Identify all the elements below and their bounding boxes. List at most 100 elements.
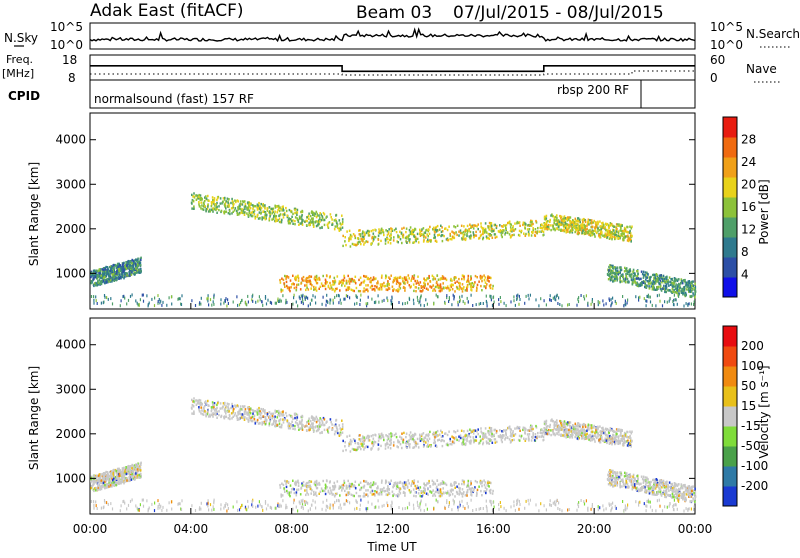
- scatter-cell: [617, 267, 619, 269]
- scatter-cell: [669, 289, 671, 291]
- scatter-cell: [360, 238, 362, 240]
- scatter-cell: [385, 444, 387, 446]
- scatter-cell: [394, 434, 396, 436]
- scatter-cell: [244, 413, 246, 415]
- scatter-cell: [485, 287, 487, 289]
- scatter-cell: [229, 213, 231, 215]
- scatter-cell: [286, 210, 288, 212]
- scatter-cell: [585, 221, 587, 223]
- scatter-cell: [476, 287, 478, 289]
- scatter-cell: [407, 301, 408, 304]
- nave-tick-bottom: 0: [710, 71, 718, 85]
- scatter-cell: [213, 303, 214, 306]
- scatter-cell: [224, 203, 226, 205]
- scatter-cell: [223, 302, 224, 305]
- scatter-cell: [215, 209, 217, 211]
- scatter-cell: [390, 432, 392, 434]
- scatter-cell: [426, 279, 428, 281]
- scatter-cell: [600, 225, 602, 227]
- scatter-cell: [157, 294, 158, 297]
- scatter-cell: [211, 205, 213, 207]
- scatter-cell: [399, 285, 401, 287]
- scatter-cell: [603, 304, 604, 307]
- scatter-cell: [105, 266, 107, 268]
- scatter-cell: [96, 270, 98, 272]
- scatter-cell: [390, 435, 392, 437]
- scatter-cell: [381, 275, 383, 277]
- scatter-cell: [319, 227, 321, 229]
- scatter-cell: [111, 270, 113, 272]
- scatter-cell: [429, 226, 431, 228]
- scatter-cell: [402, 302, 403, 305]
- scatter-cell: [401, 437, 403, 439]
- scatter-cell: [357, 442, 359, 444]
- scatter-cell: [408, 277, 410, 279]
- scatter-cell: [201, 409, 203, 411]
- scatter-cell: [368, 296, 369, 299]
- scatter-cell: [487, 279, 489, 281]
- scatter-cell: [384, 285, 386, 287]
- scatter-cell: [305, 297, 306, 300]
- scatter-cell: [448, 287, 450, 289]
- scatter-cell: [355, 237, 357, 239]
- scatter-cell: [289, 423, 291, 425]
- scatter-cell: [346, 294, 347, 297]
- scatter-cell: [255, 217, 257, 219]
- scatter-cell: [252, 420, 254, 422]
- scatter-cell: [434, 231, 436, 233]
- scatter-cell: [531, 439, 533, 441]
- scatter-cell: [264, 409, 266, 411]
- scatter-cell: [110, 279, 112, 281]
- scatter-cell: [402, 441, 404, 443]
- scatter-cell: [226, 200, 228, 202]
- scatter-cell: [591, 303, 592, 306]
- scatter-cell: [489, 430, 491, 432]
- scatter-cell: [90, 276, 92, 278]
- scatter-cell: [500, 230, 502, 232]
- scatter-cell: [166, 304, 167, 307]
- scatter-cell: [442, 234, 444, 236]
- scatter-cell: [275, 302, 276, 305]
- scatter-cell: [362, 435, 364, 437]
- scatter-cell: [339, 219, 341, 221]
- scatter-cell: [527, 433, 529, 435]
- scatter-cell: [339, 427, 341, 429]
- scatter-cell: [454, 290, 456, 292]
- scatter-cell: [380, 283, 382, 285]
- scatter-cell: [463, 439, 465, 441]
- scatter-cell: [621, 435, 623, 437]
- noise-tick-bottom-right: 10^0: [710, 38, 743, 52]
- scatter-cell: [357, 296, 358, 299]
- scatter-cell: [266, 302, 267, 305]
- scatter-cell: [566, 218, 568, 220]
- scatter-cell: [505, 227, 507, 229]
- scatter-cell: [423, 432, 425, 434]
- scatter-cell: [500, 435, 502, 437]
- scatter-cell: [629, 437, 631, 439]
- scatter-cell: [442, 445, 444, 447]
- scatter-cell: [266, 419, 268, 421]
- scatter-cell: [614, 266, 616, 268]
- scatter-cell: [458, 288, 460, 290]
- scatter-cell: [621, 230, 623, 232]
- scatter-cell: [239, 205, 241, 207]
- scatter-cell: [339, 435, 341, 437]
- scatter-cell: [112, 274, 114, 276]
- scatter-cell: [181, 294, 182, 297]
- scatter-cell: [207, 205, 209, 207]
- colorbar-swatch: [723, 257, 737, 278]
- scatter-cell: [257, 300, 258, 303]
- scatter-cell: [440, 290, 442, 292]
- scatter-cell: [263, 217, 265, 219]
- scatter-cell: [261, 207, 263, 209]
- scatter-cell: [621, 225, 623, 227]
- scatter-cell: [130, 295, 131, 298]
- colorbar-tick-label: 20: [741, 178, 756, 192]
- noise-tick-top-left: 10^5: [50, 20, 83, 34]
- scatter-cell: [306, 425, 308, 427]
- scatter-cell: [434, 439, 436, 441]
- scatter-cell: [542, 432, 544, 434]
- scatter-cell: [470, 277, 472, 279]
- scatter-cell: [207, 195, 209, 197]
- scatter-cell: [506, 304, 507, 307]
